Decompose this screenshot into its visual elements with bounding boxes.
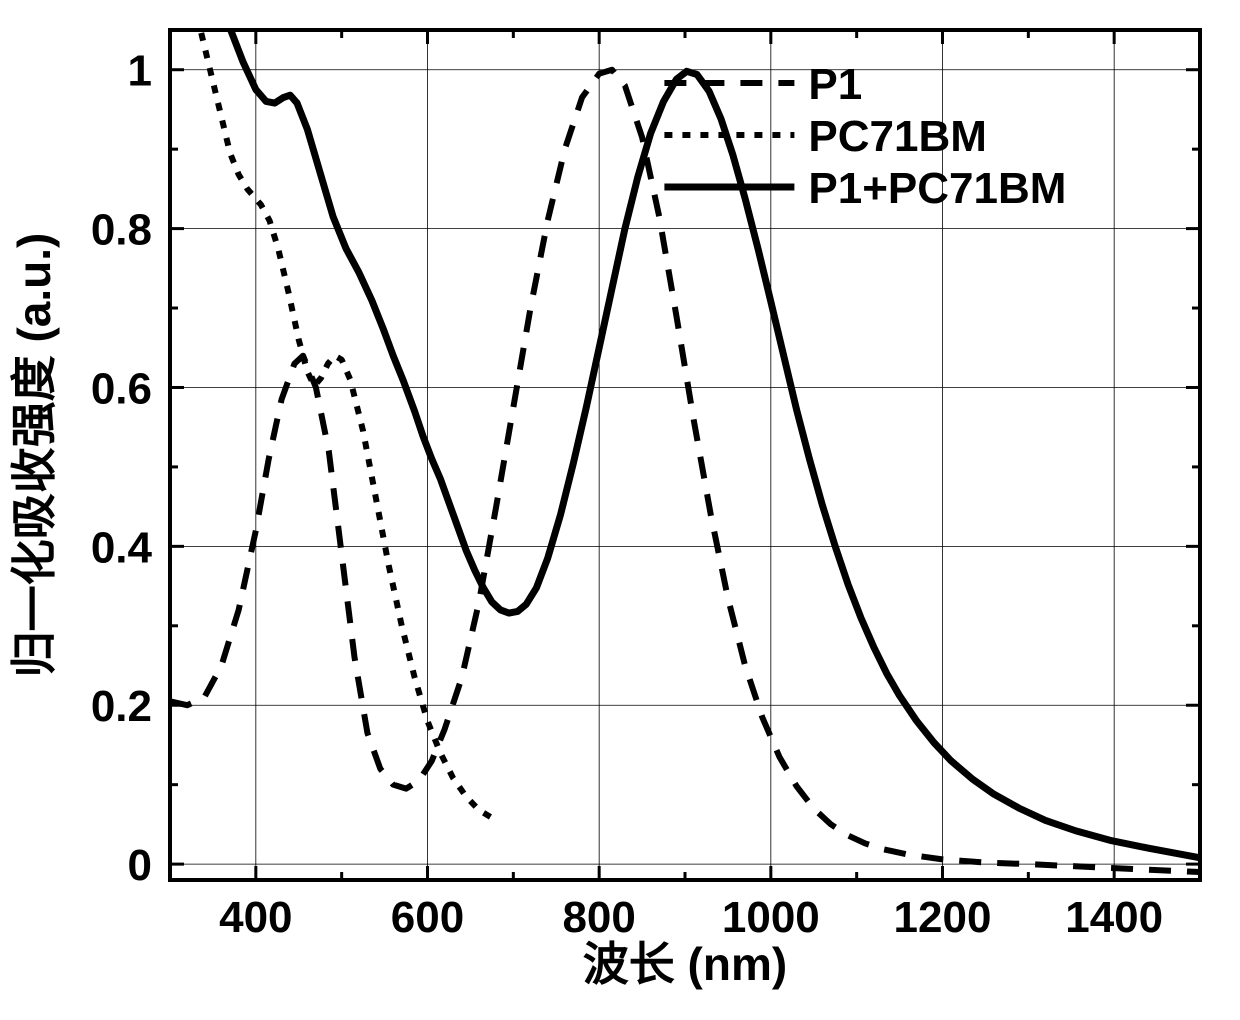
legend-label: P1 xyxy=(808,60,862,109)
ytick-label: 0 xyxy=(128,841,152,890)
xtick-label: 400 xyxy=(219,893,292,942)
y-axis-label: 归一化吸收强度 (a.u.) xyxy=(8,233,60,678)
legend-label: PC71BM xyxy=(808,112,987,161)
x-axis-label: 波长 (nm) xyxy=(583,938,787,990)
legend-label: P1+PC71BM xyxy=(808,164,1066,213)
ytick-label: 0.8 xyxy=(91,206,152,255)
ytick-label: 0.6 xyxy=(91,364,152,413)
chart-container: 400 600 800 1000 1200 1400 0 0.2 0.4 0.6 0.8 1 波长 (n… xyxy=(0,0,1240,1020)
xtick-label: 800 xyxy=(562,893,635,942)
ytick-label: 1 xyxy=(128,47,152,96)
ytick-label: 0.4 xyxy=(91,523,153,572)
ytick-label: 0.2 xyxy=(91,682,152,731)
xtick-label: 1000 xyxy=(722,893,820,942)
xtick-label: 600 xyxy=(391,893,464,942)
xtick-label: 1400 xyxy=(1065,893,1163,942)
xtick-label: 1200 xyxy=(894,893,992,942)
absorption-chart: 400 600 800 1000 1200 1400 0 0.2 0.4 0.6 0.8 1 波长 (n… xyxy=(0,0,1240,1020)
